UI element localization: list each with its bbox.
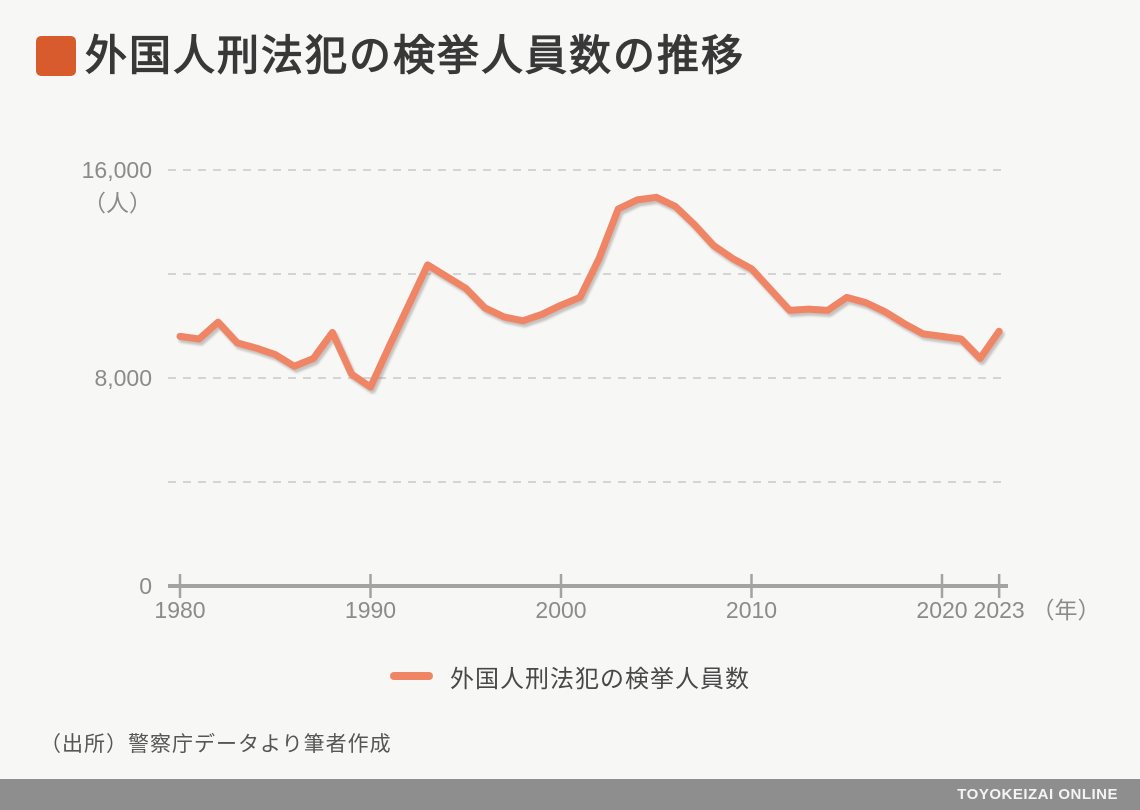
x-axis-unit-label: （年） bbox=[1031, 597, 1101, 623]
x-tick-label-2010: 2010 bbox=[725, 597, 778, 623]
x-tick-label-2020: 2020 bbox=[916, 597, 968, 623]
y-tick-label-0: 0 bbox=[139, 573, 152, 599]
legend-series-label: 外国人刑法犯の検挙人員数 bbox=[450, 665, 750, 693]
x-tick-label-2023: 2023 bbox=[973, 597, 1025, 623]
footer-brand-bar: TOYOKEIZAI ONLINE bbox=[0, 779, 1140, 810]
page-title: 外国人刑法犯の検挙人員数の推移 bbox=[85, 32, 746, 79]
chart-header: 外国人刑法犯の検挙人員数の推移 bbox=[36, 33, 745, 79]
x-tick-label-1980: 1980 bbox=[154, 597, 206, 623]
title-bullet-square bbox=[36, 36, 76, 76]
source-note: （出所）警察庁データより筆者作成 bbox=[40, 733, 392, 756]
x-tick-label-2000: 2000 bbox=[535, 597, 587, 623]
y-tick-label-16,000: 16,000 bbox=[81, 157, 152, 183]
y-tick-label-8,000: 8,000 bbox=[94, 365, 152, 391]
chart-legend: 外国人刑法犯の検挙人員数 bbox=[0, 660, 1140, 693]
footer-brand-text: TOYOKEIZAI ONLINE bbox=[957, 786, 1118, 803]
legend-line-swatch bbox=[390, 672, 433, 680]
trend-line bbox=[176, 193, 1003, 391]
x-tick-label-1990: 1990 bbox=[344, 597, 397, 623]
y-axis-unit-label: （人） bbox=[83, 190, 152, 216]
